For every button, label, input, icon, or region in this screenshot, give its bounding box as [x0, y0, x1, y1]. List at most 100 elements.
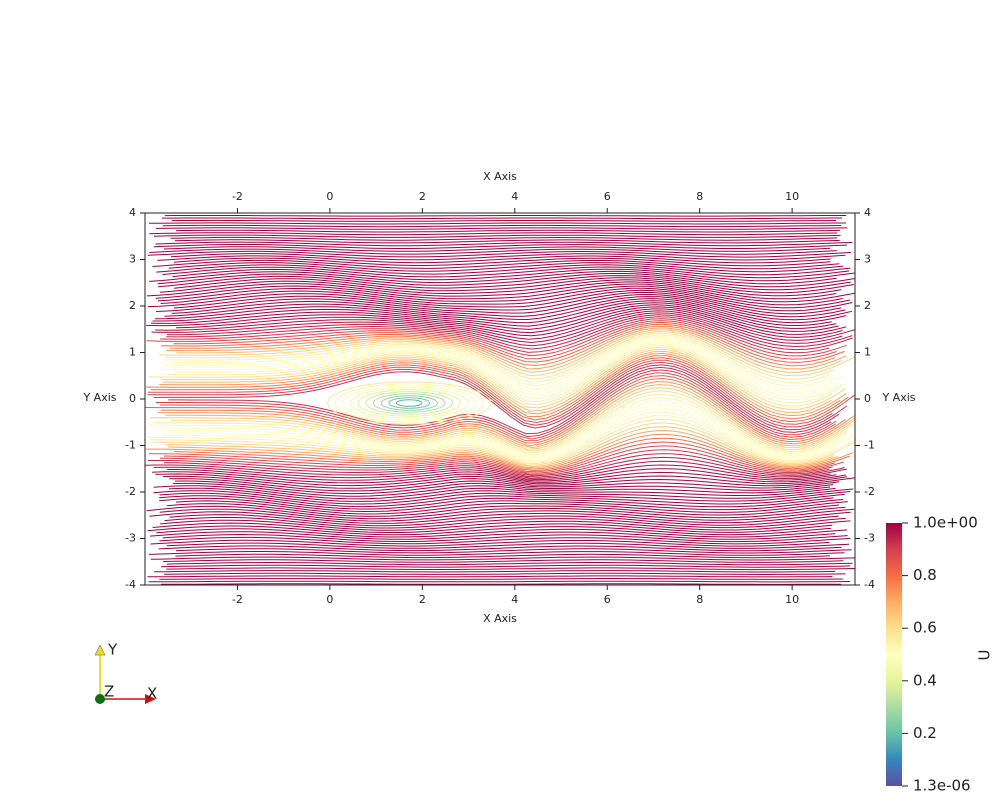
x-tick-label: 2 [419, 190, 426, 203]
streamline [175, 553, 830, 559]
streamline [163, 456, 845, 478]
x-tick-label: 0 [326, 190, 333, 203]
streamline [158, 545, 842, 552]
streamline [171, 296, 853, 321]
streamline [156, 293, 846, 318]
streamline [165, 383, 855, 449]
streamline [164, 572, 846, 576]
streamline [149, 511, 851, 524]
streamline [167, 468, 837, 482]
streamline [148, 346, 833, 407]
streamline [149, 232, 838, 236]
recirculation-line [380, 395, 438, 411]
streamline [162, 411, 834, 462]
streamline [148, 580, 851, 583]
streamline [173, 437, 850, 472]
streamline [147, 453, 830, 477]
streamline [150, 539, 830, 547]
colorbar-title: U [976, 650, 994, 661]
streamline [147, 250, 852, 258]
streamline [148, 222, 846, 225]
streamline [169, 325, 836, 367]
streamline [172, 407, 854, 460]
streamline [162, 348, 846, 410]
streamline [166, 316, 853, 351]
streamline [164, 516, 846, 529]
streamline [153, 234, 841, 238]
streamline [147, 575, 833, 578]
streamline [159, 492, 845, 508]
streamline [147, 361, 833, 428]
streamline [166, 503, 839, 517]
streamline [160, 287, 851, 309]
streamline [170, 336, 832, 387]
recirculation-line [373, 393, 446, 413]
x-tick-label: -2 [232, 593, 243, 606]
streamline [171, 219, 837, 222]
y-tick-label: 0 [129, 392, 136, 405]
streamline [159, 352, 847, 417]
streamline [146, 306, 847, 335]
streamline [154, 300, 832, 327]
x-tick-label: -2 [232, 190, 243, 203]
streamline [150, 304, 839, 332]
streamline [145, 460, 848, 479]
streamline [152, 422, 834, 466]
streamline [159, 449, 833, 475]
recirculation-line [395, 399, 423, 407]
streamline [159, 279, 842, 297]
streamline [174, 480, 834, 495]
streamline [163, 559, 844, 563]
y-axis-title-left: Y Axis [82, 391, 116, 404]
streamline [175, 548, 852, 554]
x-tick-label: 4 [511, 190, 518, 203]
streamline [158, 381, 855, 447]
streamline [170, 253, 846, 261]
streamline [172, 482, 831, 497]
triad-z-label: Z [104, 683, 114, 701]
y-tick-label: 2 [129, 299, 136, 312]
streamline [155, 473, 847, 487]
y-tick-label: -4 [864, 578, 875, 591]
colorbar-tick-label: 0.4 [913, 671, 937, 689]
streamline [173, 291, 842, 315]
x-tick-label: 6 [604, 190, 611, 203]
streamline [146, 281, 837, 300]
streamline [166, 314, 853, 348]
streamline [164, 215, 847, 217]
streamline [155, 227, 848, 230]
recirculation-line [365, 391, 454, 415]
streamline [153, 485, 836, 500]
streamline [153, 464, 831, 481]
streamline [146, 505, 846, 520]
x-tick-label: 8 [696, 593, 703, 606]
streamline [159, 508, 855, 522]
streamline [152, 522, 833, 533]
streamline [160, 583, 842, 585]
streamline [158, 275, 851, 291]
recirculation-line [334, 383, 484, 423]
x-tick-label: 4 [511, 593, 518, 606]
streamline [176, 329, 842, 373]
streamline [167, 429, 838, 469]
streamline [162, 217, 843, 220]
y-tick-label: 3 [129, 253, 136, 266]
y-tick-label: -1 [125, 439, 136, 452]
streamline [160, 404, 855, 459]
recirculation-line [357, 389, 461, 417]
streamline [153, 364, 848, 431]
x-tick-label: 2 [419, 593, 426, 606]
streamline [174, 239, 840, 244]
streamline [148, 551, 845, 556]
y-tick-label: 4 [129, 206, 136, 219]
streamline [150, 556, 855, 561]
streamline [173, 257, 831, 267]
streamline [156, 528, 848, 538]
streamline [169, 514, 839, 527]
streamline [152, 393, 849, 454]
streamline [159, 330, 855, 377]
triad-z [95, 694, 105, 704]
x-tick-label: 10 [785, 593, 799, 606]
streamline [146, 355, 841, 420]
x-tick-label: 8 [696, 190, 703, 203]
